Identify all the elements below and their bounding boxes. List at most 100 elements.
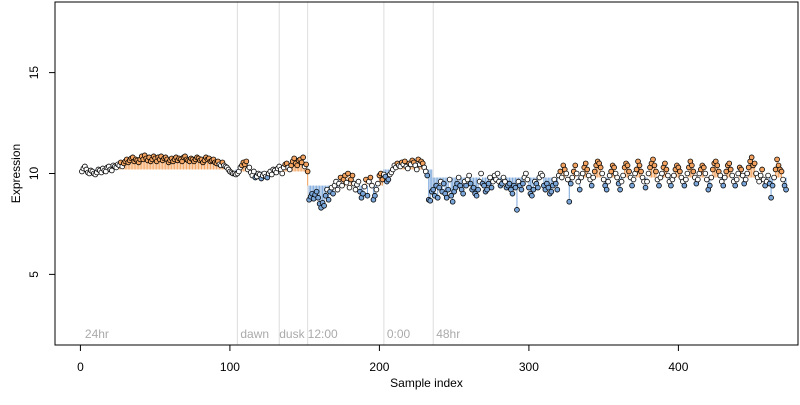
data-point-219 [405, 165, 411, 172]
data-point-295 [518, 186, 525, 193]
data-point-389 [659, 170, 665, 177]
x-tick-label-4: 400 [668, 360, 688, 374]
data-point-430 [720, 182, 727, 189]
data-point-246 [445, 186, 451, 193]
data-point-443 [739, 172, 746, 179]
data-point-422 [708, 174, 715, 181]
data-point-279 [494, 170, 501, 177]
data-point-315 [548, 188, 555, 195]
data-point-375 [638, 168, 644, 175]
data-point-442 [738, 166, 744, 173]
y-tick-label-2: 15 [27, 66, 41, 80]
data-point-159 [315, 194, 321, 201]
data-point-352 [603, 186, 610, 193]
data-point-387 [656, 182, 662, 189]
region-label-5: 48hr [436, 327, 460, 341]
data-point-456 [759, 166, 765, 173]
y-axis-title: Expression [9, 144, 23, 203]
data-point-334 [576, 186, 583, 193]
data-point-143 [291, 155, 298, 162]
data-point-385 [653, 168, 659, 175]
region-label-0: 24hr [85, 327, 109, 341]
data-point-163 [321, 202, 327, 209]
data-point-366 [624, 162, 631, 169]
data-point-455 [757, 172, 764, 179]
data-point-406 [684, 170, 691, 177]
x-tick-label-0: 0 [77, 360, 84, 374]
data-point-313 [545, 184, 552, 191]
data-point-249 [449, 198, 456, 205]
data-point-369 [629, 182, 635, 189]
data-point-274 [487, 174, 493, 181]
data-point-470 [780, 176, 786, 183]
data-point-309 [539, 172, 546, 179]
data-point-418 [702, 170, 709, 177]
data-point-466 [774, 156, 780, 163]
data-point-21 [109, 167, 115, 174]
data-point-113 [246, 164, 253, 171]
data-point-332 [573, 170, 580, 177]
data-point-194 [367, 174, 374, 181]
data-point-178 [343, 179, 350, 186]
data-point-401 [677, 168, 683, 175]
data-point-268 [478, 170, 484, 177]
data-point-446 [744, 170, 750, 177]
data-point-182 [349, 172, 356, 179]
data-point-148 [298, 159, 305, 166]
data-point-296 [520, 180, 526, 187]
data-point-355 [608, 168, 614, 175]
data-point-372 [633, 166, 640, 173]
data-point-184 [352, 186, 359, 193]
data-point-363 [620, 172, 626, 179]
data-point-439 [733, 176, 740, 183]
data-point-206 [385, 176, 392, 183]
data-point-391 [662, 160, 668, 167]
data-point-338 [582, 160, 589, 167]
data-point-426 [714, 162, 721, 169]
data-point-253 [455, 174, 462, 181]
data-point-421 [706, 182, 713, 189]
data-point-272 [484, 186, 490, 193]
data-point-329 [569, 174, 576, 181]
data-point-175 [339, 182, 345, 189]
data-point-384 [651, 162, 658, 169]
data-point-275 [488, 184, 495, 191]
data-point-243 [440, 180, 447, 187]
data-point-438 [732, 182, 739, 189]
data-point-166 [325, 196, 332, 203]
data-point-149 [300, 154, 306, 161]
data-point-302 [529, 192, 535, 199]
data-point-151 [303, 161, 309, 168]
data-point-343 [590, 174, 596, 181]
data-point-393 [665, 172, 671, 179]
data-point-409 [689, 162, 695, 169]
data-point-190 [361, 183, 368, 190]
y-axis: 5 10 15 [27, 66, 56, 278]
data-point-225 [413, 166, 420, 173]
data-point-380 [645, 170, 652, 177]
data-point-232 [424, 172, 431, 179]
data-point-260 [466, 172, 472, 179]
data-point-169 [330, 190, 336, 197]
data-point-303 [530, 186, 537, 193]
data-point-217 [402, 158, 408, 165]
data-point-284 [502, 178, 508, 185]
data-point-128 [268, 171, 275, 178]
data-point-370 [630, 176, 637, 183]
region-label-1: dawn [240, 327, 269, 341]
data-point-289 [509, 190, 516, 197]
data-point-434 [726, 160, 733, 167]
data-point-428 [717, 172, 724, 179]
data-point-111 [243, 158, 250, 165]
data-point-405 [683, 176, 689, 183]
data-point-240 [436, 184, 443, 191]
data-point-192 [364, 192, 371, 199]
data-points [79, 152, 789, 213]
data-point-451 [751, 160, 758, 167]
data-point-236 [430, 186, 437, 193]
data-point-362 [618, 178, 625, 185]
data-point-265 [473, 192, 480, 199]
data-point-460 [765, 172, 771, 179]
data-point-319 [554, 186, 561, 193]
